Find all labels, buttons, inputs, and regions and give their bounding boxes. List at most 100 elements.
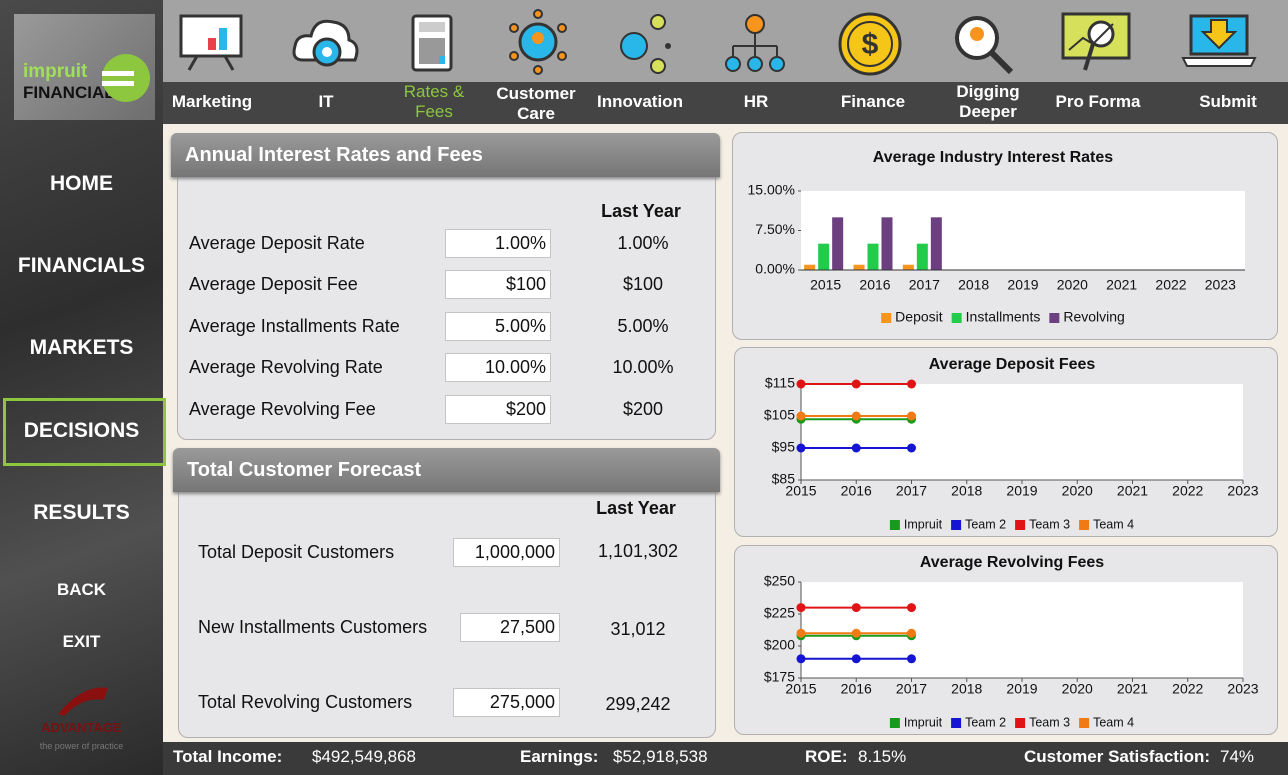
menu-item[interactable]: RESULTS	[33, 501, 130, 524]
y-tick-label: 0.00%	[755, 261, 795, 277]
last-year-value: 299,242	[605, 694, 671, 714]
tab[interactable]: Customer Care	[496, 84, 576, 123]
status-label: Total Income:	[173, 747, 283, 766]
data-point	[907, 411, 916, 421]
legend-swatch	[889, 520, 900, 530]
plot-area	[801, 384, 1243, 480]
x-tick-label: 2020	[1057, 277, 1088, 293]
panel-title: Total Customer Forecast	[173, 448, 720, 492]
data-point	[796, 379, 806, 389]
input-field[interactable]: 5.00%	[445, 312, 551, 341]
bar	[881, 217, 893, 270]
tab-icons: $	[179, 9, 1257, 76]
status-value: 8.15%	[858, 747, 907, 766]
input-field[interactable]: $200	[445, 395, 551, 424]
x-tick-label: 2019	[1006, 483, 1037, 499]
data-point	[907, 654, 916, 664]
tab[interactable]: Innovation	[597, 92, 683, 111]
menu-item[interactable]: MARKETS	[29, 336, 134, 359]
menu-item[interactable]: DECISIONS	[23, 419, 140, 442]
bar	[902, 264, 914, 270]
last-year-value: 1,101,302	[597, 541, 679, 561]
last-year-value: 5.00%	[617, 316, 669, 336]
input-field[interactable]: 1.00%	[445, 229, 551, 258]
last-year-value: 31,012	[610, 619, 666, 639]
x-tick-label: 2020	[1062, 681, 1093, 697]
y-tick-label: $175	[764, 669, 795, 685]
last-year-value: 1.00%	[617, 233, 669, 253]
legend-swatch	[1079, 520, 1090, 530]
back-link[interactable]: BACK	[56, 580, 107, 599]
legend-label: Team 4	[1093, 715, 1134, 729]
x-tick-label: 2016	[841, 681, 872, 697]
status-value: 74%	[1220, 747, 1255, 766]
logo-mark	[102, 54, 150, 102]
legend-swatch	[881, 313, 892, 323]
tab[interactable]: HR	[743, 92, 769, 111]
x-tick-label: 2016	[859, 277, 890, 293]
tab[interactable]: Marketing	[171, 92, 253, 111]
status-label: ROE:	[805, 747, 848, 766]
chart: Average Industry Interest Rates 0.00% 7.50…	[748, 149, 1245, 325]
row-label: Total Deposit Customers	[198, 542, 395, 562]
tab[interactable]: Pro Forma	[1055, 92, 1141, 111]
data-point	[796, 654, 806, 664]
data-point	[796, 411, 806, 421]
y-tick-label: $115	[765, 375, 795, 391]
x-tick-label: 2015	[810, 277, 841, 293]
legend-swatch	[1079, 718, 1090, 728]
input-field[interactable]: 275,000	[453, 688, 560, 717]
x-tick-label: 2018	[951, 681, 982, 697]
bar	[916, 243, 928, 270]
data-point	[851, 603, 861, 613]
legend-swatch	[1015, 718, 1026, 728]
legend-label: Installments	[966, 309, 1041, 325]
input-field[interactable]: $100	[445, 270, 551, 299]
tab[interactable]: Submit	[1199, 92, 1257, 111]
legend-swatch	[951, 718, 962, 728]
x-tick-label: 2022	[1172, 681, 1203, 697]
last-year-value: 10.00%	[612, 357, 674, 377]
data-point	[851, 411, 861, 421]
legend: Impruit Team 2 Team 3 Team 4	[889, 517, 1134, 531]
tab-selected[interactable]: Rates & Fees	[403, 82, 465, 121]
data-point	[796, 628, 806, 638]
x-tick-label: 2021	[1117, 483, 1148, 499]
legend: Impruit Team 2 Team 3 Team 4	[889, 715, 1134, 729]
x-tick-label: 2023	[1227, 483, 1258, 499]
bar	[930, 217, 942, 270]
chart-panel: Average Revolving Fees $175 $200 $225 $250 20…	[734, 545, 1278, 735]
data-point	[907, 628, 916, 638]
menu-item[interactable]: FINANCIALS	[17, 254, 146, 277]
y-tick-label: 15.00%	[748, 182, 795, 198]
chart-title: Average Industry Interest Rates	[873, 149, 1113, 166]
bar	[867, 243, 879, 270]
input-field[interactable]: 10.00%	[445, 353, 551, 382]
chart-title: Average Revolving Fees	[920, 554, 1104, 571]
data-point	[851, 654, 861, 664]
x-tick-label: 2023	[1205, 277, 1236, 293]
svg-text:$: $	[862, 28, 879, 61]
last-year-value: $100	[622, 274, 664, 294]
x-tick-label: 2018	[958, 277, 989, 293]
data-point	[851, 379, 861, 389]
x-tick-label: 2019	[1006, 681, 1037, 697]
x-tick-label: 2021	[1106, 277, 1137, 293]
y-tick-label: $200	[764, 637, 795, 653]
x-tick-label: 2018	[951, 483, 982, 499]
tab[interactable]: IT	[318, 92, 334, 111]
chart-panel: Average Deposit Fees $85 $95 $105 $115 2015 20…	[734, 347, 1278, 537]
exit-link[interactable]: EXIT	[62, 632, 101, 651]
row-label: Average Installments Rate	[189, 316, 400, 336]
column-header: Last Year	[596, 498, 676, 518]
menu-item[interactable]: HOME	[50, 172, 113, 195]
input-field[interactable]: 1,000,000	[453, 538, 560, 567]
legend-label: Impruit	[904, 715, 943, 729]
tab[interactable]: Digging Deeper	[956, 82, 1020, 121]
advantage-name: ADVANTAGE	[41, 720, 122, 735]
legend-swatch	[1049, 313, 1060, 323]
tab[interactable]: Finance	[840, 92, 906, 111]
row-label: Average Deposit Fee	[189, 274, 358, 294]
input-field[interactable]: 27,500	[460, 613, 560, 642]
